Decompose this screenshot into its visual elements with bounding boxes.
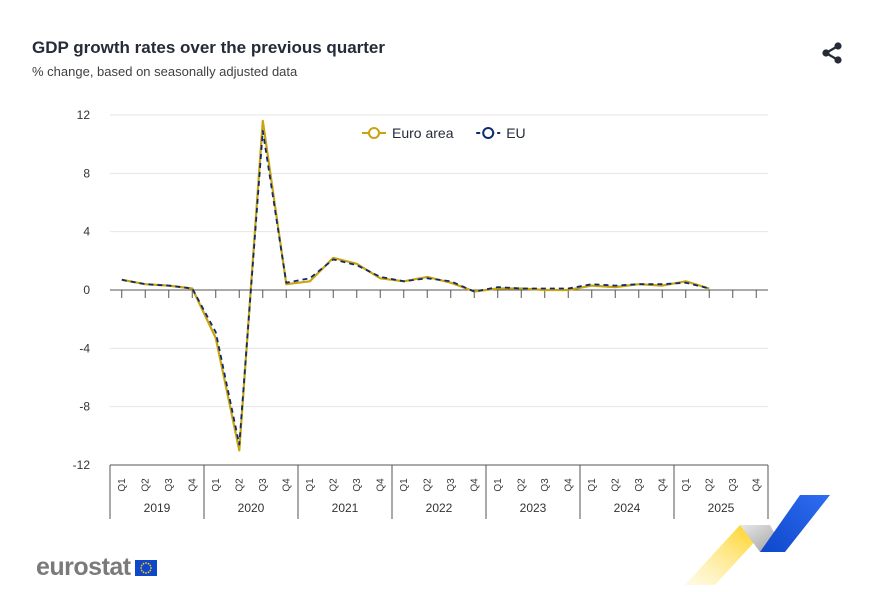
x-quarter-label: Q1 <box>681 478 692 492</box>
legend-item[interactable]: Euro area <box>362 125 454 141</box>
series-lines <box>121 119 710 452</box>
x-axis: Q1 Q2 Q3 Q4 Q1 Q2 Q3 Q4 Q1 Q2 Q3 Q4 Q1 Q2 Q3 Q4 Q1 Q2 Q3 Q4… <box>109 290 769 519</box>
x-year-label: 2019 <box>144 501 171 515</box>
series-line <box>121 130 710 446</box>
legend-label: Euro area <box>392 125 454 141</box>
x-quarter-label: Q3 <box>540 478 551 492</box>
x-quarter-label: Q3 <box>164 478 175 492</box>
x-quarter-label: Q4 <box>751 478 762 492</box>
x-quarter-label: Q2 <box>704 478 715 492</box>
series-line <box>121 119 710 452</box>
eu-flag-icon <box>134 560 157 576</box>
x-year-label: 2025 <box>708 501 735 515</box>
grid-lines <box>110 114 768 466</box>
legend-item[interactable]: EU <box>476 125 526 141</box>
y-tick-label: 12 <box>77 108 91 122</box>
share-icon[interactable] <box>819 40 845 66</box>
x-quarter-label: Q3 <box>258 478 269 492</box>
x-quarter-label: Q1 <box>211 478 222 492</box>
x-year-label: 2022 <box>426 501 453 515</box>
y-tick-label: 8 <box>83 166 90 180</box>
x-quarter-label: Q2 <box>328 478 339 492</box>
x-quarter-label: Q1 <box>117 478 128 492</box>
y-tick-label: -8 <box>79 400 90 414</box>
x-quarter-label: Q3 <box>728 478 739 492</box>
legend-marker <box>368 127 380 139</box>
y-axis-labels: 12 8 4 0 -4 -8 -12 <box>73 108 91 472</box>
x-quarter-label: Q1 <box>305 478 316 492</box>
logo-text: eurostat <box>36 553 131 581</box>
x-quarter-label: Q1 <box>399 478 410 492</box>
x-quarter-label: Q2 <box>422 478 433 492</box>
x-quarter-label: Q3 <box>446 478 457 492</box>
x-quarter-label: Q1 <box>493 478 504 492</box>
legend-marker <box>482 127 495 139</box>
x-year-label: 2021 <box>332 501 359 515</box>
x-quarter-label: Q2 <box>234 478 245 492</box>
x-quarter-label: Q2 <box>610 478 621 492</box>
x-quarter-label: Q4 <box>187 478 198 492</box>
legend[interactable]: Euro area EU <box>362 125 526 141</box>
chart-subtitle: % change, based on seasonally adjusted d… <box>32 64 298 79</box>
x-quarter-label: Q1 <box>587 478 598 492</box>
x-quarter-label: Q4 <box>281 478 292 492</box>
x-quarter-label: Q4 <box>375 478 386 492</box>
x-year-label: 2024 <box>614 501 641 515</box>
chart-title: GDP growth rates over the previous quart… <box>32 38 385 57</box>
decorative-ribbon <box>685 495 830 585</box>
eurostat-logo: eurostat <box>36 553 157 581</box>
legend-label: EU <box>506 125 525 141</box>
x-quarter-label: Q4 <box>563 478 574 492</box>
x-quarter-label: Q2 <box>140 478 151 492</box>
x-year-label: 2020 <box>238 501 265 515</box>
y-tick-label: -12 <box>73 458 91 472</box>
y-tick-label: 0 <box>83 283 90 297</box>
y-tick-label: -4 <box>79 341 90 355</box>
x-year-label: 2023 <box>520 501 547 515</box>
x-quarter-label: Q3 <box>352 478 363 492</box>
x-quarter-label: Q2 <box>516 478 527 492</box>
x-quarter-label: Q4 <box>469 478 480 492</box>
x-quarter-label: Q3 <box>634 478 645 492</box>
y-tick-label: 4 <box>83 225 90 239</box>
x-quarter-label: Q4 <box>657 478 668 492</box>
